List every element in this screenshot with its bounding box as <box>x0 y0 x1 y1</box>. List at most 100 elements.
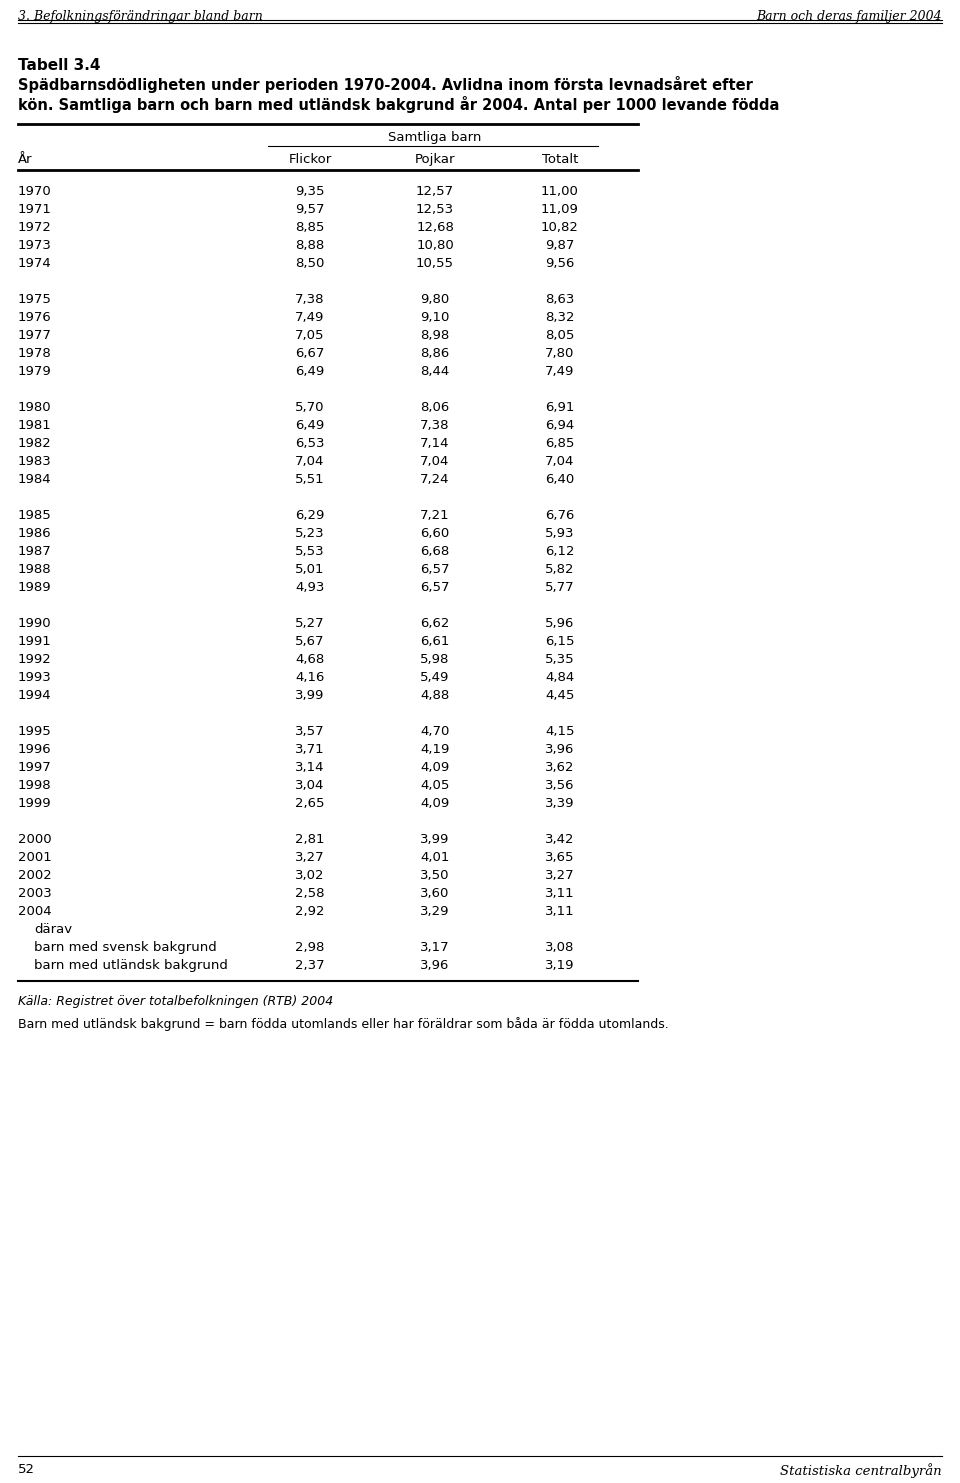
Text: 8,05: 8,05 <box>545 329 575 343</box>
Text: År: År <box>18 153 33 166</box>
Text: 3,02: 3,02 <box>296 869 324 882</box>
Text: 3,96: 3,96 <box>420 960 449 971</box>
Text: 5,96: 5,96 <box>545 617 575 630</box>
Text: Barn och deras familjer 2004: Barn och deras familjer 2004 <box>756 10 942 24</box>
Text: 1998: 1998 <box>18 779 52 792</box>
Text: 12,57: 12,57 <box>416 185 454 199</box>
Text: 3,96: 3,96 <box>545 743 575 756</box>
Text: 6,68: 6,68 <box>420 544 449 558</box>
Text: 4,19: 4,19 <box>420 743 449 756</box>
Text: 2003: 2003 <box>18 887 52 900</box>
Text: 1994: 1994 <box>18 690 52 701</box>
Text: 4,68: 4,68 <box>296 653 324 666</box>
Text: 4,09: 4,09 <box>420 761 449 774</box>
Text: 3,29: 3,29 <box>420 905 449 918</box>
Text: 1973: 1973 <box>18 239 52 252</box>
Text: 1991: 1991 <box>18 635 52 648</box>
Text: 5,98: 5,98 <box>420 653 449 666</box>
Text: 9,87: 9,87 <box>545 239 575 252</box>
Text: 9,35: 9,35 <box>296 185 324 199</box>
Text: 9,57: 9,57 <box>296 203 324 217</box>
Text: 1983: 1983 <box>18 455 52 469</box>
Text: 8,86: 8,86 <box>420 347 449 360</box>
Text: 4,93: 4,93 <box>296 581 324 595</box>
Text: 1995: 1995 <box>18 725 52 739</box>
Text: därav: därav <box>34 922 72 936</box>
Text: 2,65: 2,65 <box>296 796 324 810</box>
Text: 7,49: 7,49 <box>296 311 324 323</box>
Text: 3,11: 3,11 <box>545 905 575 918</box>
Text: 5,49: 5,49 <box>420 670 449 684</box>
Text: 3,14: 3,14 <box>296 761 324 774</box>
Text: 1993: 1993 <box>18 670 52 684</box>
Text: 5,01: 5,01 <box>296 564 324 575</box>
Text: 3. Befolkningsförändringar bland barn: 3. Befolkningsförändringar bland barn <box>18 10 263 24</box>
Text: 1987: 1987 <box>18 544 52 558</box>
Text: 52: 52 <box>18 1464 35 1476</box>
Text: 10,82: 10,82 <box>541 221 579 234</box>
Text: 5,35: 5,35 <box>545 653 575 666</box>
Text: Samtliga barn: Samtliga barn <box>388 131 482 144</box>
Text: 10,80: 10,80 <box>416 239 454 252</box>
Text: 3,42: 3,42 <box>545 833 575 845</box>
Text: 4,84: 4,84 <box>545 670 575 684</box>
Text: 7,80: 7,80 <box>545 347 575 360</box>
Text: 7,04: 7,04 <box>420 455 449 469</box>
Text: 2001: 2001 <box>18 851 52 865</box>
Text: 3,99: 3,99 <box>420 833 449 845</box>
Text: 3,08: 3,08 <box>545 942 575 954</box>
Text: 1980: 1980 <box>18 400 52 414</box>
Text: 2,98: 2,98 <box>296 942 324 954</box>
Text: 7,14: 7,14 <box>420 437 449 449</box>
Text: 2,81: 2,81 <box>296 833 324 845</box>
Text: 8,50: 8,50 <box>296 257 324 270</box>
Text: 6,76: 6,76 <box>545 509 575 522</box>
Text: 3,27: 3,27 <box>545 869 575 882</box>
Text: 3,56: 3,56 <box>545 779 575 792</box>
Text: 6,53: 6,53 <box>296 437 324 449</box>
Text: Tabell 3.4: Tabell 3.4 <box>18 58 101 73</box>
Text: 2,58: 2,58 <box>296 887 324 900</box>
Text: 3,39: 3,39 <box>545 796 575 810</box>
Text: 5,23: 5,23 <box>295 526 324 540</box>
Text: 5,70: 5,70 <box>296 400 324 414</box>
Text: 6,40: 6,40 <box>545 473 575 486</box>
Text: 4,05: 4,05 <box>420 779 449 792</box>
Text: 8,44: 8,44 <box>420 365 449 378</box>
Text: 4,70: 4,70 <box>420 725 449 739</box>
Text: Statistiska centralbyrån: Statistiska centralbyrån <box>780 1464 942 1479</box>
Text: 2,92: 2,92 <box>296 905 324 918</box>
Text: 3,71: 3,71 <box>295 743 324 756</box>
Text: 1985: 1985 <box>18 509 52 522</box>
Text: 1986: 1986 <box>18 526 52 540</box>
Text: 11,09: 11,09 <box>541 203 579 217</box>
Text: 3,19: 3,19 <box>545 960 575 971</box>
Text: 5,77: 5,77 <box>545 581 575 595</box>
Text: Källa: Registret över totalbefolkningen (RTB) 2004: Källa: Registret över totalbefolkningen … <box>18 995 333 1008</box>
Text: 8,06: 8,06 <box>420 400 449 414</box>
Text: 1984: 1984 <box>18 473 52 486</box>
Text: barn med svensk bakgrund: barn med svensk bakgrund <box>34 942 217 954</box>
Text: Barn med utländsk bakgrund = barn födda utomlands eller har föräldrar som båda ä: Barn med utländsk bakgrund = barn födda … <box>18 1017 669 1031</box>
Text: 3,65: 3,65 <box>545 851 575 865</box>
Text: 6,49: 6,49 <box>296 365 324 378</box>
Text: 6,85: 6,85 <box>545 437 575 449</box>
Text: 2,37: 2,37 <box>295 960 324 971</box>
Text: 4,09: 4,09 <box>420 796 449 810</box>
Text: 1989: 1989 <box>18 581 52 595</box>
Text: 6,67: 6,67 <box>296 347 324 360</box>
Text: 7,24: 7,24 <box>420 473 449 486</box>
Text: 1975: 1975 <box>18 294 52 305</box>
Text: Spädbarnsdödligheten under perioden 1970-2004. Avlidna inom första levnadsåret e: Spädbarnsdödligheten under perioden 1970… <box>18 76 753 93</box>
Text: 6,62: 6,62 <box>420 617 449 630</box>
Text: 1999: 1999 <box>18 796 52 810</box>
Text: 1996: 1996 <box>18 743 52 756</box>
Text: 1982: 1982 <box>18 437 52 449</box>
Text: 1970: 1970 <box>18 185 52 199</box>
Text: 12,68: 12,68 <box>416 221 454 234</box>
Text: Totalt: Totalt <box>541 153 578 166</box>
Text: 7,04: 7,04 <box>296 455 324 469</box>
Text: 6,29: 6,29 <box>296 509 324 522</box>
Text: 9,56: 9,56 <box>545 257 575 270</box>
Text: 7,38: 7,38 <box>420 420 449 432</box>
